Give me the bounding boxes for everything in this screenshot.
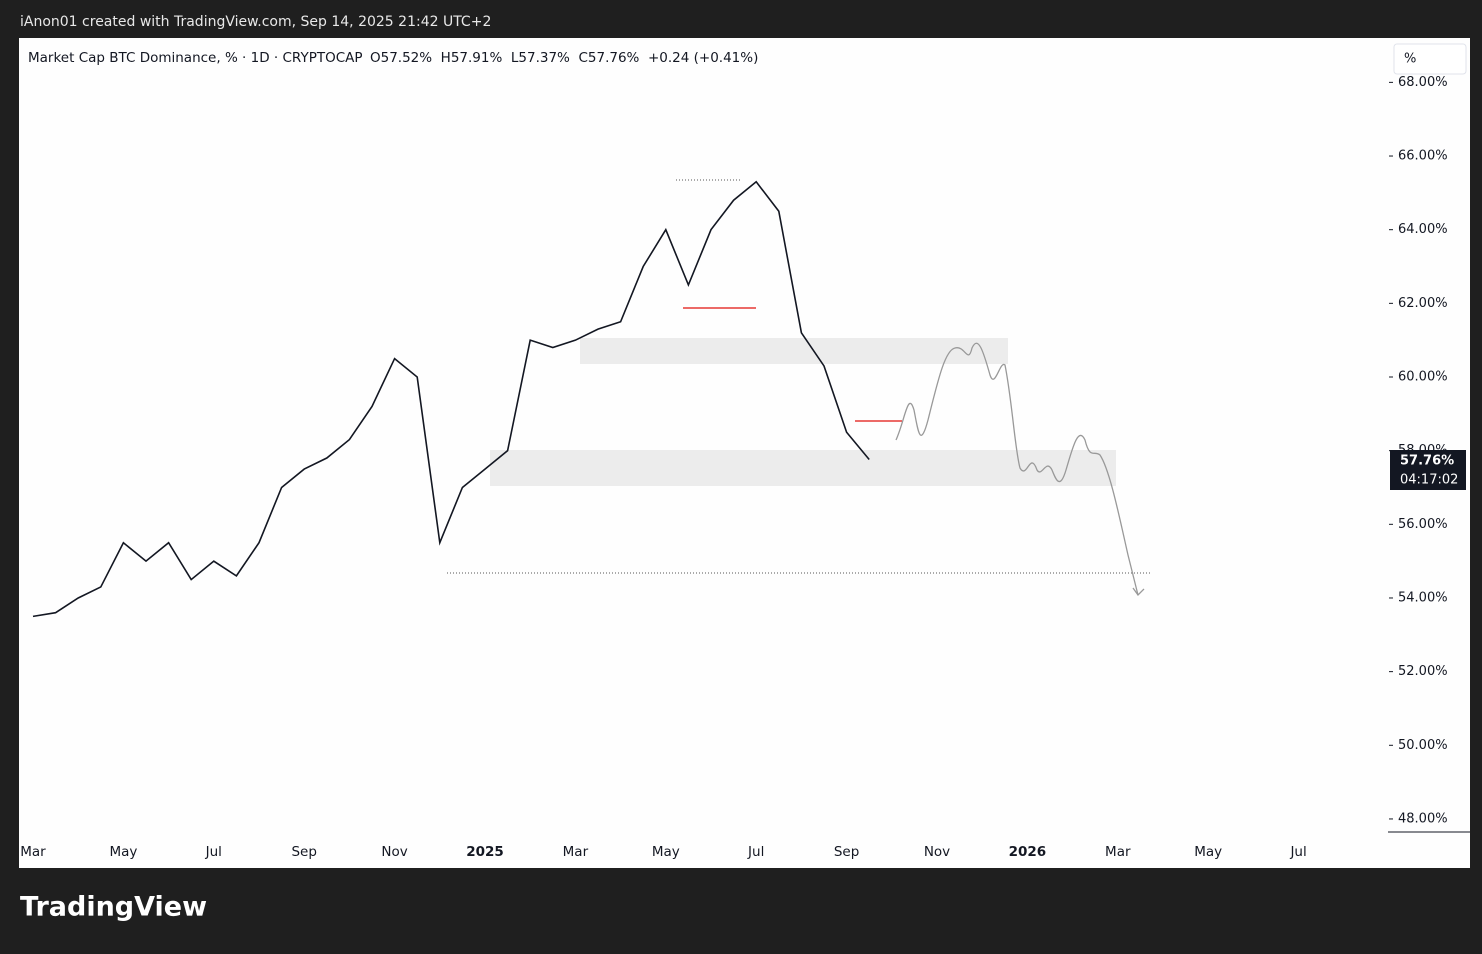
x-tick-label: 2026 [1009,844,1047,860]
y-tick-label: 56.00% [1398,517,1448,532]
y-tick-label: 52.00% [1398,664,1448,679]
price-line [32,180,870,618]
zone [490,450,1116,486]
logo: TradingView [20,892,207,923]
x-tick-label: Sep [834,844,859,860]
price-tag [1390,450,1466,490]
chart-title: Market Cap BTC Dominance, % · 1D · CRYPT… [28,50,363,66]
x-tick-label: Nov [924,844,950,860]
x-tick-label: 2025 [466,844,504,860]
y-tick-label: 66.00% [1398,149,1448,164]
y-tick-label: 54.00% [1398,590,1448,605]
y-tick-label: 48.00% [1398,811,1448,826]
x-tick-label: Mar [563,844,589,860]
y-tick-label: 62.00% [1398,296,1448,311]
x-tick-label: May [652,844,680,860]
x-tick-label: Jul [1289,844,1306,860]
y-tick-label: 68.00% [1398,75,1448,90]
y-tick-label: 64.00% [1398,222,1448,237]
projection-arrow [1132,587,1145,597]
attribution: iAnon01 created with TradingView.com, Se… [20,14,491,30]
x-tick-label: Nov [381,844,407,860]
x-tick-label: Mar [20,844,46,860]
x-tick-label: May [1194,844,1222,860]
scale-button-label[interactable]: % [1404,52,1416,67]
projection-path [895,342,1139,596]
y-tick-label: 50.00% [1398,738,1448,753]
scale-button[interactable] [1393,43,1467,75]
y-tick-label: 60.00% [1398,370,1448,385]
x-tick-label: Jul [747,844,764,860]
last-price: 57.76% [1400,454,1454,469]
ohlc: O57.52% H57.91% L57.37% C57.76% +0.24 (+… [370,50,758,66]
x-tick-label: Mar [1105,844,1131,860]
x-tick-label: Sep [291,844,316,860]
x-tick-label: Jul [205,844,222,860]
countdown: 04:17:02 [1400,473,1458,488]
zone [580,338,1008,364]
x-tick-label: May [109,844,137,860]
